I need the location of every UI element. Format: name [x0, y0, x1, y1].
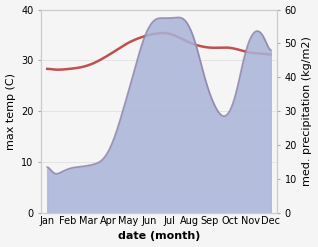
Y-axis label: med. precipitation (kg/m2): med. precipitation (kg/m2)	[302, 36, 313, 186]
X-axis label: date (month): date (month)	[118, 231, 200, 242]
Y-axis label: max temp (C): max temp (C)	[5, 73, 16, 150]
